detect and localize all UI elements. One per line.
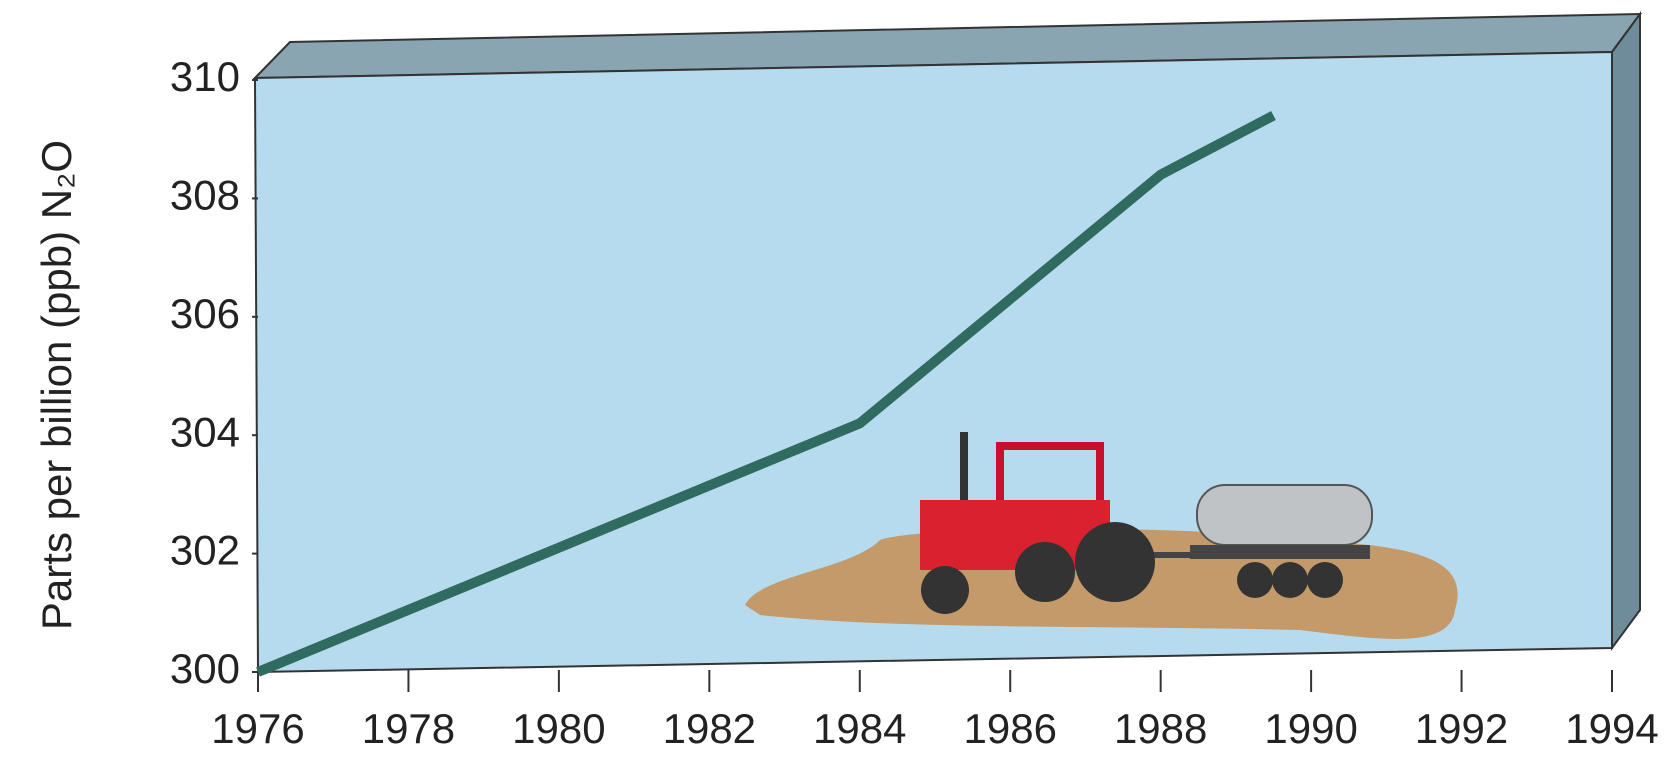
trailer-wheel	[1272, 562, 1308, 598]
y-tick-label: 300	[170, 645, 240, 692]
y-tick-label: 310	[170, 53, 240, 100]
box-side	[1612, 14, 1640, 648]
y-tick-label: 302	[170, 527, 240, 574]
trailer-bed	[1190, 545, 1370, 559]
x-tick-label: 1988	[1114, 705, 1207, 752]
x-tick-label: 1982	[663, 705, 756, 752]
x-tick-label: 1992	[1415, 705, 1508, 752]
y-tick-label: 306	[170, 290, 240, 337]
x-tick-label: 1976	[211, 705, 304, 752]
x-tick-label: 1980	[512, 705, 605, 752]
y-tick-label: 308	[170, 171, 240, 218]
exhaust	[960, 432, 968, 502]
y-axis-label: Parts per billion (ppb) N₂O	[33, 140, 80, 630]
x-tick-label: 1984	[813, 705, 906, 752]
tractor-wheel	[1015, 542, 1075, 602]
x-tick-label: 1994	[1565, 705, 1658, 752]
chart: Parts per billion (ppb) N₂O 300 302 304 306…	[0, 0, 1676, 767]
tank	[1197, 485, 1372, 545]
x-tick-label: 1978	[362, 705, 455, 752]
x-tick-label: 1986	[964, 705, 1057, 752]
trailer-wheel	[1307, 562, 1343, 598]
y-tick-label: 304	[170, 408, 240, 455]
trailer-wheel	[1237, 562, 1273, 598]
tractor-wheel	[921, 566, 969, 614]
x-tick-label: 1990	[1264, 705, 1357, 752]
tractor-wheel	[1075, 522, 1155, 602]
